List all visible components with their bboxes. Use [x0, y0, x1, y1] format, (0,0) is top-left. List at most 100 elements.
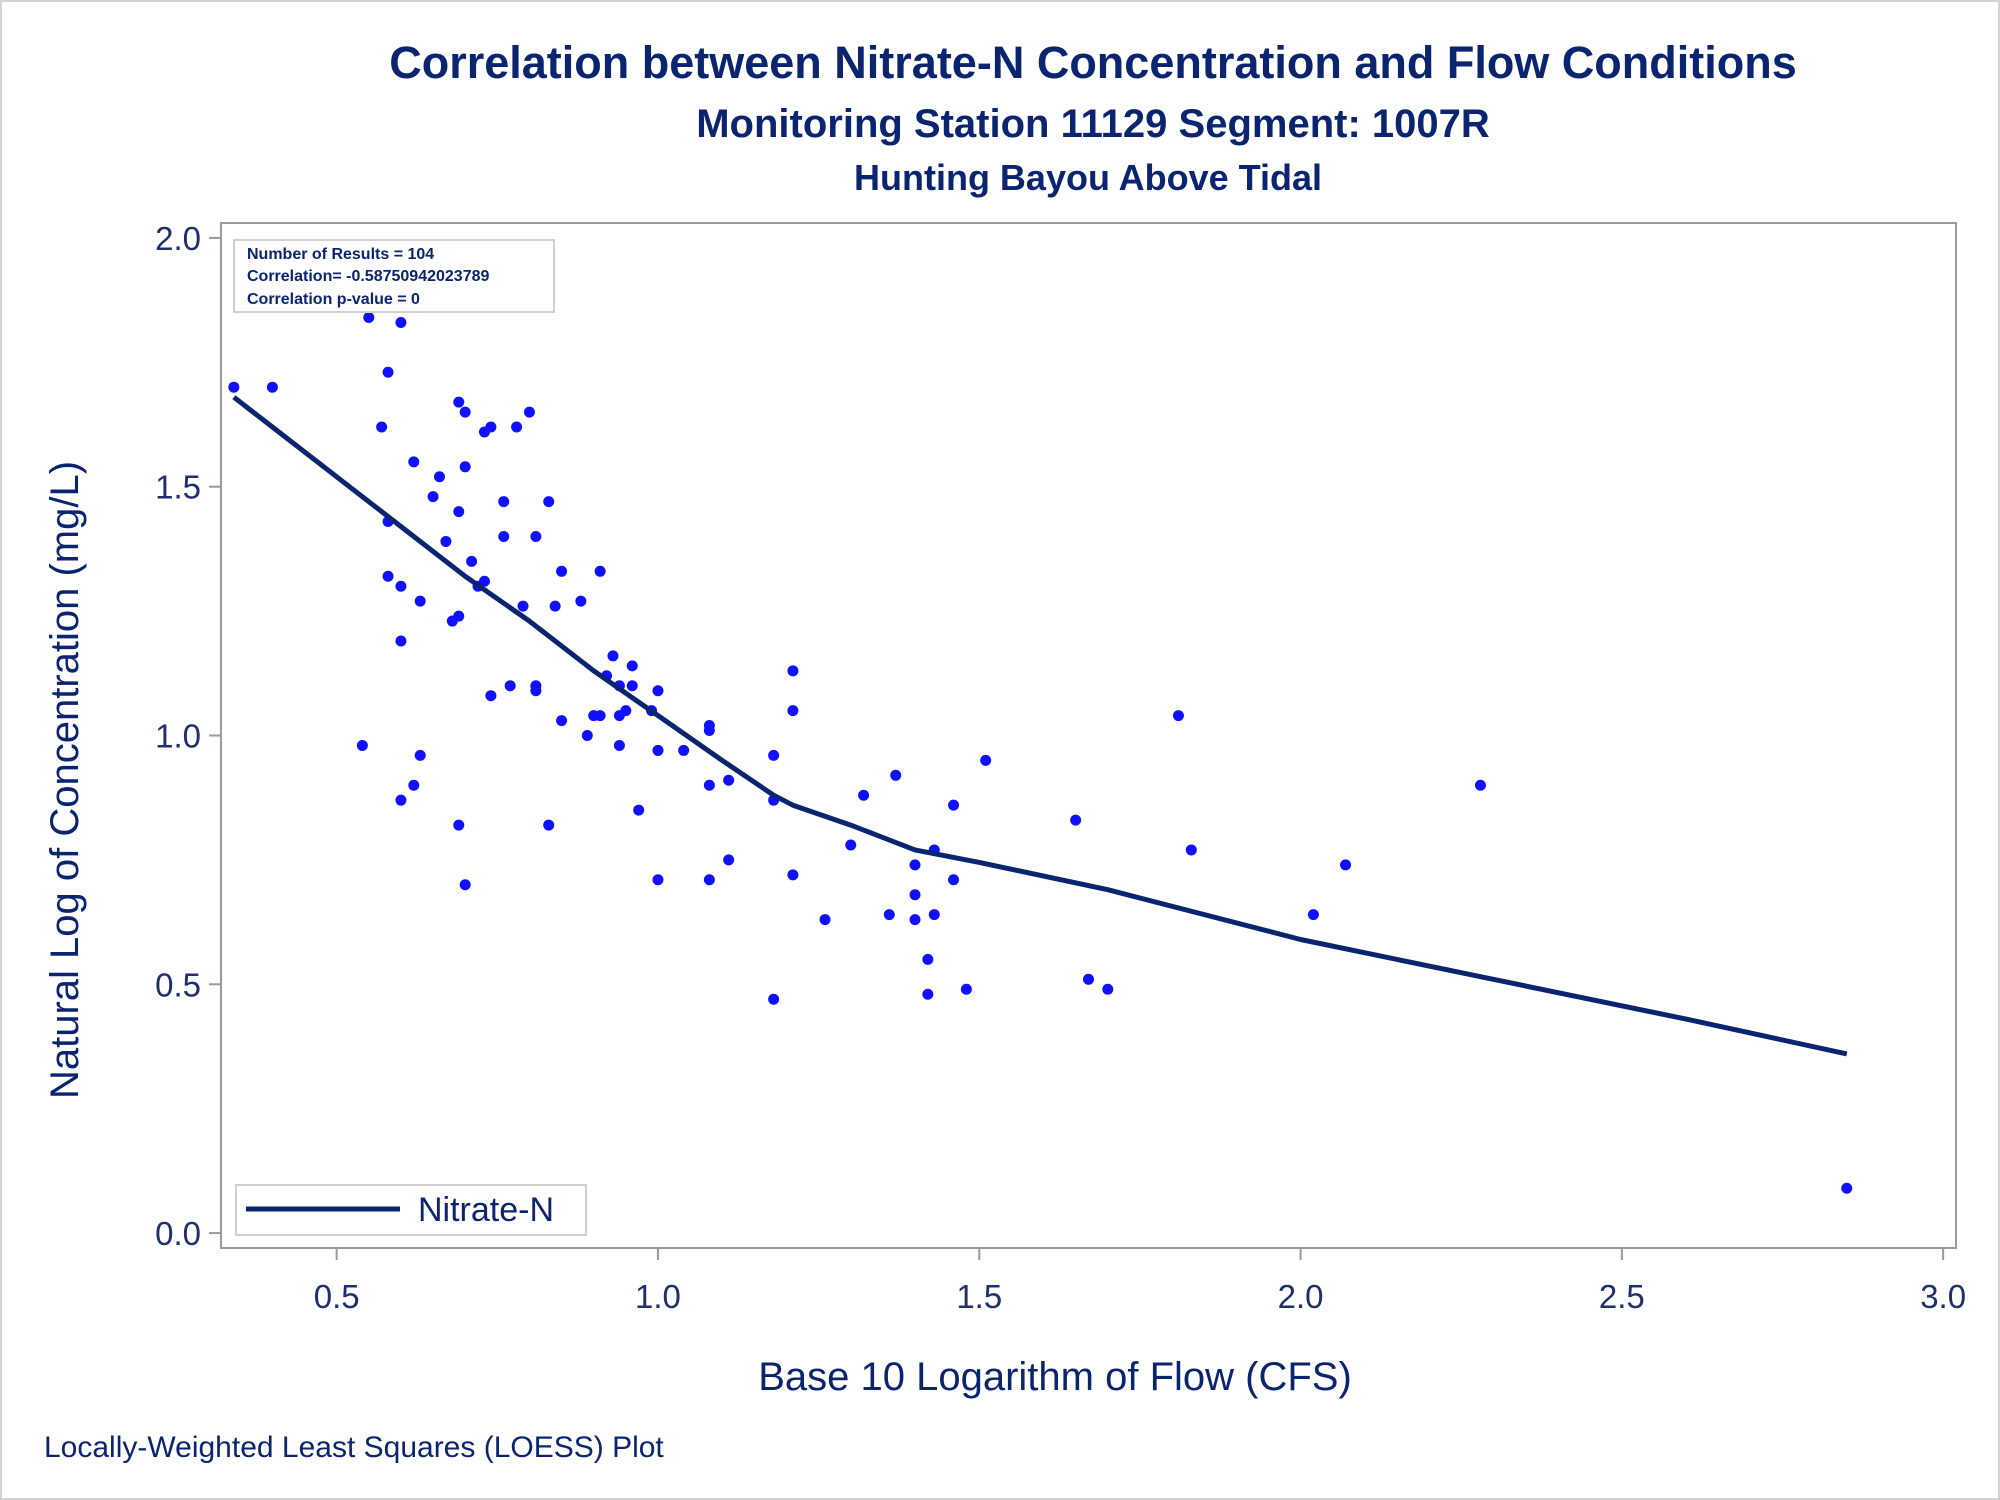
data-point	[928, 909, 940, 921]
data-point	[768, 993, 780, 1005]
data-point	[530, 680, 542, 692]
x-tick-label: 1.0	[635, 1278, 681, 1315]
data-point	[395, 580, 407, 592]
data-point	[652, 744, 664, 756]
data-point	[459, 461, 471, 473]
data-point	[703, 720, 715, 732]
data-point	[980, 754, 992, 766]
data-point	[228, 381, 240, 393]
data-point	[922, 953, 934, 965]
data-point	[626, 660, 638, 672]
data-point	[485, 421, 497, 433]
data-point	[594, 565, 606, 577]
data-point	[1841, 1182, 1853, 1194]
chart-subtitle-location: Hunting Bayou Above Tidal	[854, 157, 1322, 198]
data-point	[723, 854, 735, 866]
stats-box: Number of Results = 104 Correlation= -0.…	[233, 239, 555, 313]
y-axis-label: Natural Log of Concentration (mg/L)	[43, 461, 87, 1099]
x-axis-label: Base 10 Logarithm of Flow (CFS)	[758, 1355, 1352, 1399]
chart-title: Correlation between Nitrate-N Concentrat…	[389, 37, 1797, 88]
data-point	[530, 530, 542, 542]
data-point	[382, 570, 394, 582]
x-tick-label: 1.5	[956, 1278, 1002, 1315]
data-point	[543, 819, 555, 831]
data-point	[433, 471, 445, 483]
data-point	[922, 988, 934, 1000]
data-point	[427, 491, 439, 503]
data-point	[485, 690, 497, 702]
data-point	[356, 739, 368, 751]
y-tick-label: 1.5	[155, 469, 201, 506]
data-point	[652, 685, 664, 697]
data-point	[382, 366, 394, 378]
data-point	[948, 874, 960, 886]
data-point	[363, 312, 375, 324]
data-point	[266, 381, 278, 393]
data-point	[1474, 779, 1486, 791]
data-point	[453, 610, 465, 622]
data-point	[588, 710, 600, 722]
data-point	[1070, 814, 1082, 826]
data-point	[517, 600, 529, 612]
data-point	[504, 680, 516, 692]
data-point	[909, 859, 921, 871]
data-point	[440, 535, 452, 547]
y-axis: 0.0 0.5 1.0 1.5 2.0	[155, 220, 221, 1252]
legend-label-nitrate-n: Nitrate-N	[418, 1191, 554, 1229]
data-point	[613, 710, 625, 722]
data-point	[960, 983, 972, 995]
loess-line	[232, 395, 1848, 1057]
y-tick-label: 2.0	[155, 220, 201, 257]
data-point	[414, 595, 426, 607]
x-tick-label: 3.0	[1920, 1278, 1966, 1315]
stats-correlation: Correlation= -0.58750942023789	[247, 268, 489, 285]
data-point	[883, 909, 895, 921]
data-point	[395, 317, 407, 329]
data-point	[523, 406, 535, 418]
data-point	[466, 555, 478, 567]
data-point	[613, 739, 625, 751]
footnote: Locally-Weighted Least Squares (LOESS) P…	[44, 1431, 664, 1464]
y-tick-label: 1.0	[155, 718, 201, 755]
data-point	[626, 680, 638, 692]
data-point	[1340, 859, 1352, 871]
x-tick-label: 2.5	[1599, 1278, 1645, 1315]
data-point	[453, 819, 465, 831]
data-point	[787, 705, 799, 717]
data-point	[703, 874, 715, 886]
data-point	[453, 396, 465, 408]
legend: Nitrate-N	[235, 1184, 587, 1236]
stats-pvalue: Correlation p-value = 0	[247, 291, 420, 308]
plot-area	[220, 222, 1957, 1249]
stats-results: Number of Results = 104	[247, 246, 434, 263]
x-tick-label: 2.0	[1278, 1278, 1324, 1315]
data-point	[678, 744, 690, 756]
data-point	[376, 421, 388, 433]
data-points	[228, 297, 1853, 1194]
stats-box-border	[233, 239, 555, 313]
data-point	[395, 794, 407, 806]
data-point	[909, 914, 921, 926]
data-point	[453, 506, 465, 518]
data-point	[459, 879, 471, 891]
data-point	[556, 565, 568, 577]
data-point	[607, 650, 619, 662]
data-point	[703, 779, 715, 791]
data-point	[948, 799, 960, 811]
data-point	[1083, 973, 1094, 985]
data-point	[633, 804, 645, 816]
data-point	[395, 635, 407, 647]
data-point	[408, 779, 420, 791]
data-point	[1102, 983, 1114, 995]
data-point	[478, 575, 490, 587]
data-point	[498, 496, 510, 508]
data-point	[459, 406, 471, 418]
data-point	[1185, 844, 1197, 856]
data-point	[858, 789, 870, 801]
data-point	[768, 749, 780, 761]
x-tick-label: 0.5	[314, 1278, 360, 1315]
chart-subtitle: Monitoring Station 11129 Segment: 1007R	[696, 102, 1490, 146]
data-point	[414, 749, 426, 761]
data-point	[498, 530, 510, 542]
